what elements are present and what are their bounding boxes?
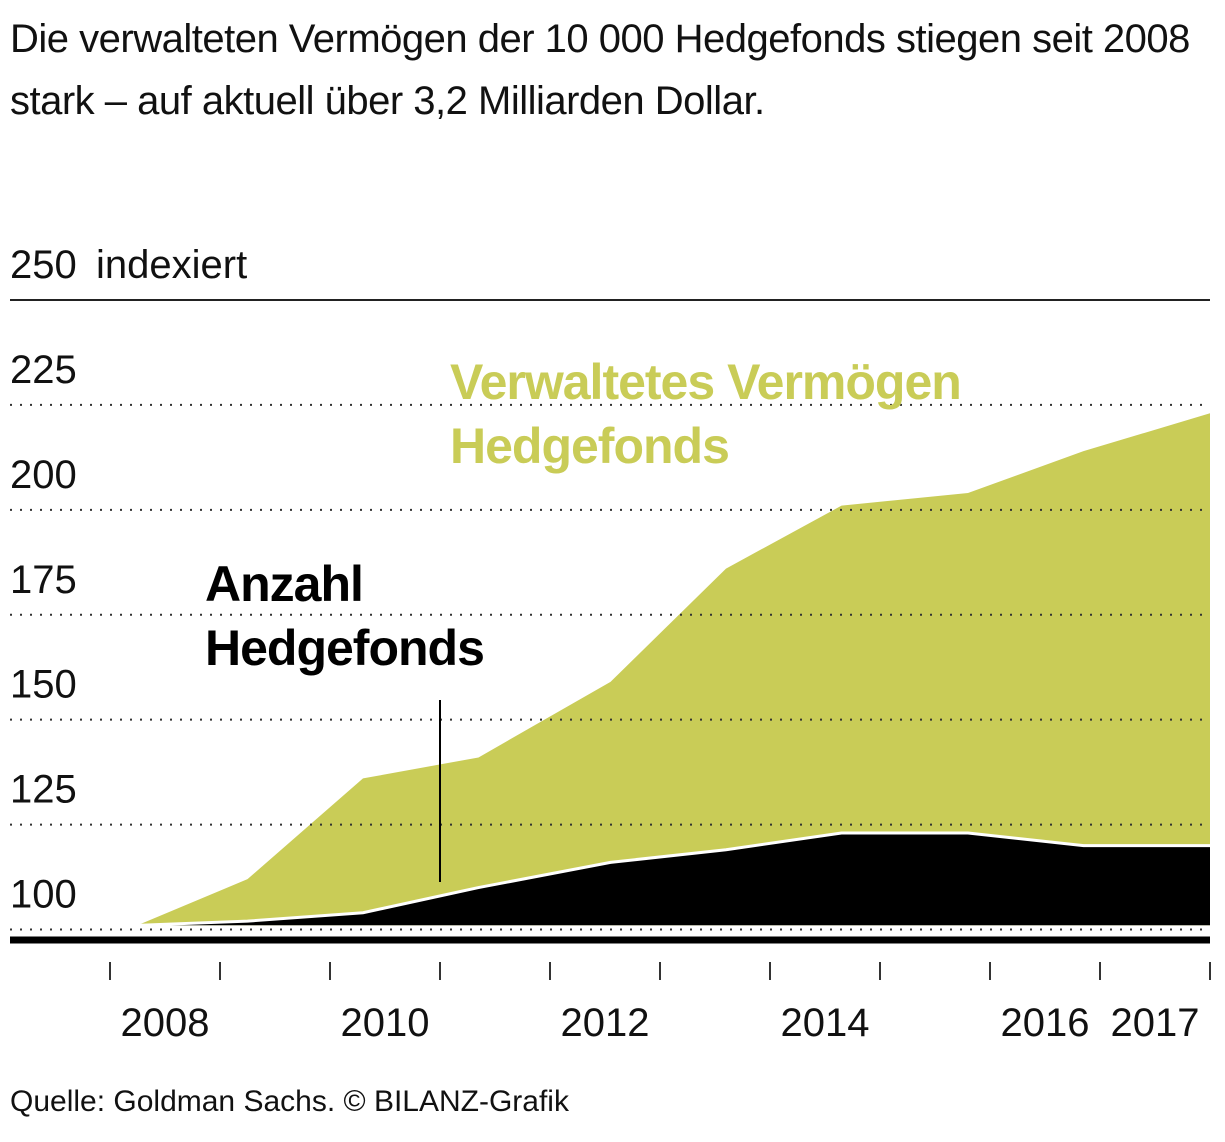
area-outline [137, 831, 1210, 927]
y-tick-label: 175 [10, 558, 77, 602]
x-tick-label: 2017 [1111, 1001, 1200, 1045]
area [137, 413, 1210, 926]
series-label: Anzahl Hedgefonds [205, 556, 485, 676]
y-tick-label: 200 [10, 453, 77, 497]
x-tick-label: 2012 [561, 1001, 650, 1045]
y-tick-label: 100 [10, 873, 77, 917]
x-tick-label: 2010 [341, 1001, 430, 1045]
x-tick-label: 2008 [121, 1001, 210, 1045]
y-tick-label: 250 [10, 243, 77, 287]
area [137, 832, 1210, 926]
y-axis-label: indexiert [96, 243, 247, 287]
y-tick-label: 125 [10, 768, 77, 812]
chart-title: Die verwalteten Vermögen der 10 000 Hedg… [10, 17, 1190, 123]
y-tick-label: 150 [10, 663, 77, 707]
y-tick-label: 225 [10, 348, 77, 392]
series-label: Verwaltetes Vermögen Hedgefonds [450, 354, 962, 474]
x-tick-label: 2016 [1001, 1001, 1090, 1045]
source: Quelle: Goldman Sachs. © BILANZ-Grafik [10, 1085, 569, 1118]
x-tick-label: 2014 [781, 1001, 870, 1045]
